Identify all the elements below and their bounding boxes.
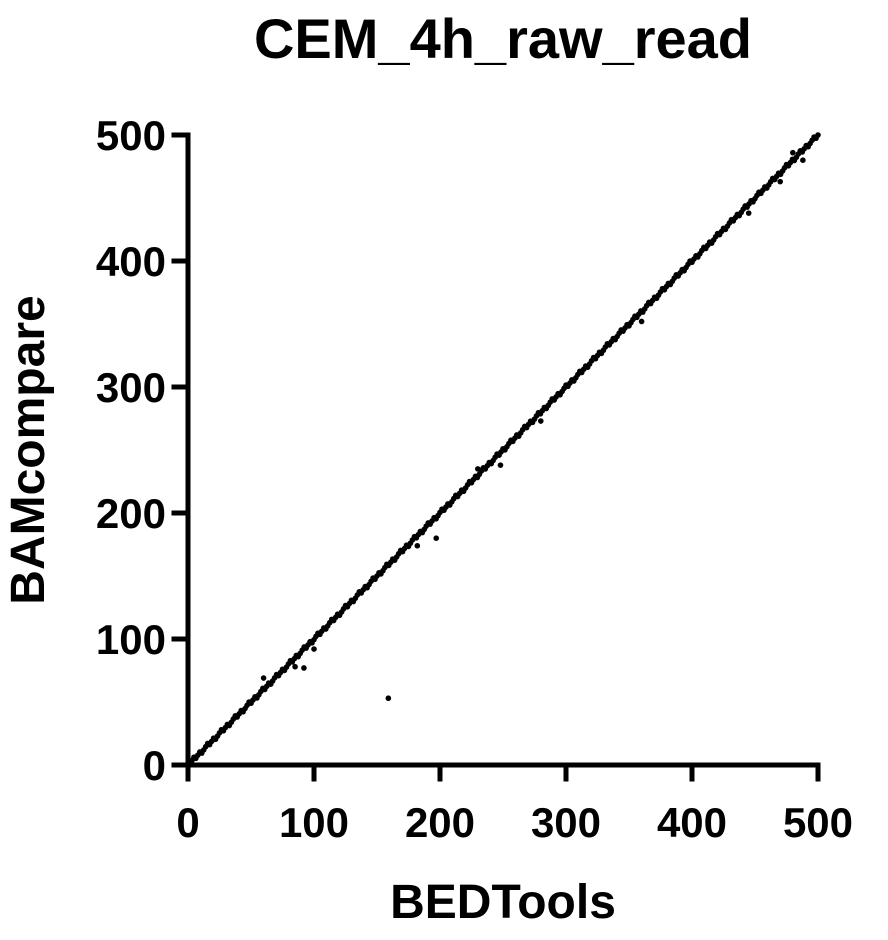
- axes: [185, 132, 821, 768]
- data-point: [260, 675, 267, 681]
- data-point: [292, 663, 298, 670]
- data-point: [475, 466, 481, 472]
- data-point: [638, 318, 645, 325]
- y-tick-label: 300: [96, 364, 166, 411]
- x-axis-label: BEDTools: [390, 876, 616, 929]
- axis-ticks: 0 100 200 300 400 500 0 100 200 300 400 500: [96, 112, 853, 846]
- chart-title: CEM_4h_raw_read: [254, 7, 752, 70]
- data-point: [790, 149, 796, 156]
- data-point: [538, 418, 544, 424]
- data-point: [311, 646, 317, 652]
- y-axis-label: BAMcompare: [2, 295, 55, 604]
- data-point: [745, 210, 752, 216]
- data-point: [301, 665, 307, 671]
- x-tick-label: 0: [176, 799, 199, 846]
- x-tick-label: 500: [783, 799, 853, 846]
- data-point: [815, 132, 821, 138]
- x-tick-label: 400: [657, 799, 727, 846]
- y-tick-label: 100: [96, 616, 166, 663]
- data-point: [433, 535, 440, 541]
- data-point: [777, 178, 783, 185]
- y-tick-label: 200: [96, 490, 166, 537]
- data-point: [385, 695, 392, 702]
- y-tick-label: 0: [143, 742, 166, 789]
- y-tick-label: 400: [96, 238, 166, 285]
- data-point: [497, 462, 504, 468]
- y-tick-label: 500: [96, 112, 166, 159]
- data-points: [185, 132, 821, 768]
- data-point: [800, 157, 806, 163]
- x-tick-label: 200: [405, 799, 475, 846]
- x-tick-label: 100: [279, 799, 349, 846]
- data-point: [414, 542, 421, 549]
- x-tick-label: 300: [531, 799, 601, 846]
